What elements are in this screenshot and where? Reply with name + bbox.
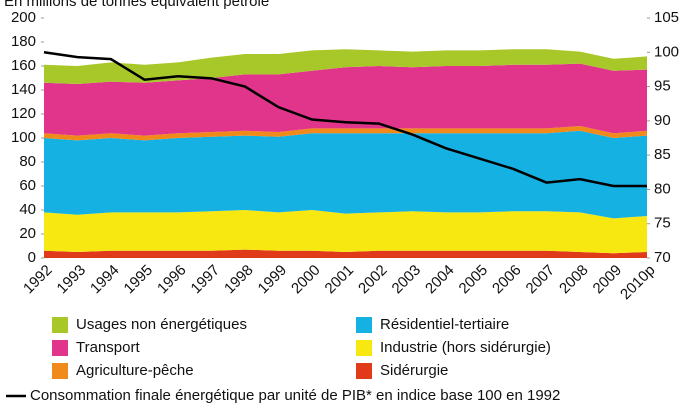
x-tick-label: 1994 <box>87 262 123 298</box>
y-tick-label: 20 <box>19 225 36 242</box>
y2-tick-label: 95 <box>654 78 671 95</box>
legend-swatch <box>356 363 372 379</box>
y-tick-label: 40 <box>19 201 36 218</box>
y2-tick-label: 80 <box>654 180 671 197</box>
x-tick-label: 1993 <box>54 262 90 298</box>
y-tick-label: 100 <box>11 129 36 146</box>
y-tick-label: 80 <box>19 153 36 170</box>
legend-swatch <box>356 340 372 356</box>
legend-swatch <box>52 363 68 379</box>
y2-tick-label: 100 <box>654 43 679 60</box>
y-tick-label: 160 <box>11 57 36 74</box>
y2-tick-label: 75 <box>654 215 671 232</box>
legend-label: Transport <box>76 339 140 356</box>
area <box>44 130 647 219</box>
x-tick-label: 2008 <box>556 262 592 298</box>
x-tick-label: 2004 <box>422 262 458 298</box>
x-tick-label: 2007 <box>523 262 559 298</box>
x-tick-label: 2005 <box>456 262 492 298</box>
y-tick-label: 60 <box>19 177 36 194</box>
x-tick-label: 1995 <box>121 262 157 298</box>
y2-tick-label: 70 <box>654 249 671 266</box>
area <box>44 249 647 258</box>
x-tick-label: 2003 <box>389 262 425 298</box>
area <box>44 49 647 84</box>
x-tick-label: 2010p <box>617 262 659 304</box>
chart-title: En millions de tonnes équivalent pétrole <box>4 0 269 10</box>
area <box>44 126 647 141</box>
y2-tick-label: 105 <box>654 9 679 26</box>
area <box>44 210 647 254</box>
y-tick-label: 0 <box>28 249 36 266</box>
legend-swatch <box>52 317 68 333</box>
legend-label: Industrie (hors sidérurgie) <box>380 339 551 356</box>
x-tick-label: 1999 <box>255 262 291 298</box>
y2-tick-label: 90 <box>654 112 671 129</box>
y-tick-label: 180 <box>11 33 36 50</box>
legend-label: Agriculture-pêche <box>76 362 194 379</box>
x-tick-label: 2002 <box>355 262 391 298</box>
x-tick-label: 2001 <box>322 262 358 298</box>
y-tick-label: 200 <box>11 9 36 26</box>
legend-swatch <box>52 340 68 356</box>
area <box>44 63 647 136</box>
legend-label: Sidérurgie <box>380 362 448 379</box>
legend-label: Résidentiel-tertiaire <box>380 316 509 333</box>
line <box>43 51 647 188</box>
y-tick-label: 140 <box>11 81 36 98</box>
legend-label: Consommation finale énergétique par unit… <box>30 387 560 404</box>
legend-swatch <box>356 317 372 333</box>
x-tick-label: 1997 <box>188 262 224 298</box>
x-tick-label: 2006 <box>489 262 525 298</box>
y2-tick-label: 85 <box>654 146 671 163</box>
y-tick-label: 120 <box>11 105 36 122</box>
x-tick-label: 1992 <box>20 262 56 298</box>
x-tick-label: 1998 <box>221 262 257 298</box>
x-tick-label: 1996 <box>154 262 190 298</box>
legend-label: Usages non énergétiques <box>76 316 247 333</box>
x-tick-label: 2000 <box>288 262 324 298</box>
